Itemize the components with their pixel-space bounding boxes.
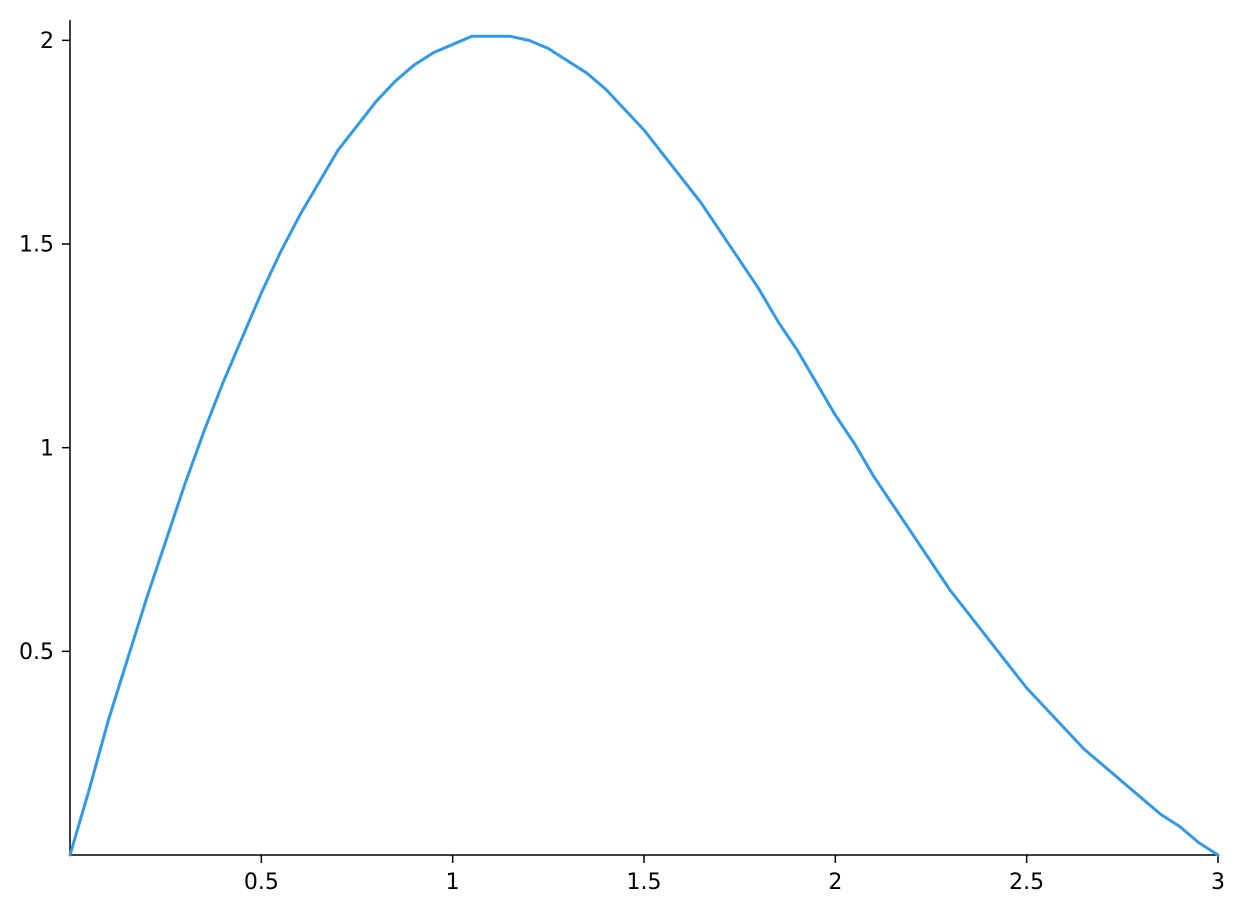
x-tick-label: 1 xyxy=(446,870,460,895)
x-tick-label: 2.5 xyxy=(1009,870,1044,895)
y-tick-label: 0.5 xyxy=(19,640,54,665)
x-tick-label: 1.5 xyxy=(627,870,662,895)
y-tick-label: 2 xyxy=(40,29,54,54)
x-tick-label: 2 xyxy=(828,870,842,895)
chart-container: 0.5 1 1.5 2 2.5 3 0.5 1 1.5 2 xyxy=(0,0,1240,900)
x-tick-label: 3 xyxy=(1211,870,1225,895)
x-tick-label: 0.5 xyxy=(244,870,279,895)
y-tick-label: 1 xyxy=(40,436,54,461)
line-chart: 0.5 1 1.5 2 2.5 3 0.5 1 1.5 2 xyxy=(0,0,1240,900)
y-tick-label: 1.5 xyxy=(19,233,54,258)
